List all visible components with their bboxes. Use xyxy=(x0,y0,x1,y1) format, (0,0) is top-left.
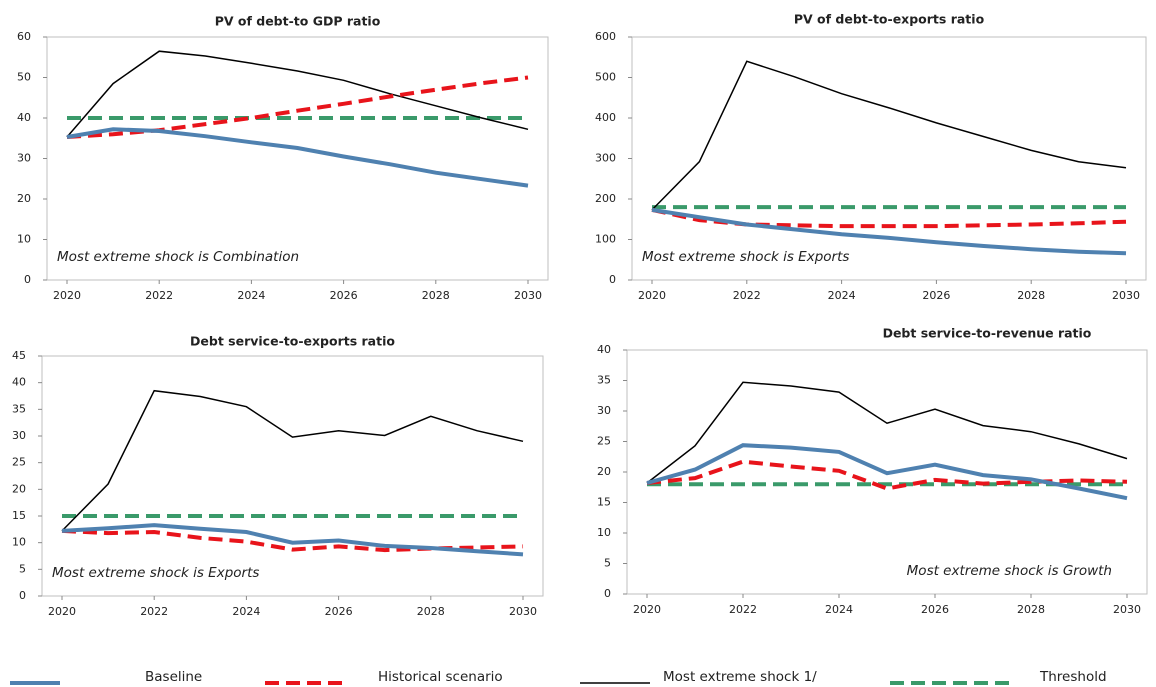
y-tick-label: 15 xyxy=(12,509,26,522)
legend-label: Threshold xyxy=(1039,669,1107,685)
chart-title: Debt service-to-exports ratio xyxy=(190,334,395,349)
y-tick-label: 40 xyxy=(17,111,31,124)
y-tick-label: 30 xyxy=(12,429,26,442)
y-tick-label: 30 xyxy=(17,152,31,165)
annotation: Most extreme shock is Growth xyxy=(907,563,1112,579)
y-tick-label: 25 xyxy=(12,456,26,469)
x-tick-label: 2020 xyxy=(53,289,81,302)
y-tick-label: 30 xyxy=(597,404,611,417)
y-tick-label: 15 xyxy=(597,496,611,509)
x-tick-label: 2022 xyxy=(145,289,173,302)
y-tick-label: 400 xyxy=(595,111,616,124)
y-tick-label: 20 xyxy=(17,192,31,205)
y-tick-label: 25 xyxy=(597,435,611,448)
plot-area xyxy=(631,36,1147,281)
y-tick-label: 5 xyxy=(19,562,26,575)
x-tick-label: 2028 xyxy=(417,605,445,618)
x-tick-label: 2030 xyxy=(509,605,537,618)
x-tick-label: 2020 xyxy=(48,605,76,618)
annotation: Most extreme shock is Combination xyxy=(57,249,299,265)
x-tick-label: 2024 xyxy=(237,289,265,302)
y-tick-label: 50 xyxy=(17,71,31,84)
y-tick-label: 35 xyxy=(12,402,26,415)
chart-title: Debt service-to-revenue ratio xyxy=(883,326,1092,341)
plot-area xyxy=(41,355,544,597)
y-tick-label: 40 xyxy=(597,343,611,356)
chart-title: PV of debt-to GDP ratio xyxy=(215,14,381,29)
x-tick-label: 2026 xyxy=(325,605,353,618)
series-line xyxy=(66,75,529,139)
y-tick-label: 10 xyxy=(12,536,26,549)
plot-area xyxy=(46,36,549,281)
series-line xyxy=(646,381,1128,484)
x-tick-label: 2022 xyxy=(733,289,761,302)
legend-label: Baseline xyxy=(145,669,202,685)
x-tick-label: 2022 xyxy=(729,603,757,616)
legend-label: Historical scenario xyxy=(378,669,503,685)
series-line xyxy=(66,127,529,188)
x-tick-label: 2026 xyxy=(921,603,949,616)
y-tick-label: 600 xyxy=(595,30,616,43)
y-tick-label: 20 xyxy=(597,465,611,478)
x-tick-label: 2030 xyxy=(1113,603,1141,616)
x-tick-label: 2026 xyxy=(330,289,358,302)
x-tick-label: 2024 xyxy=(825,603,853,616)
x-tick-label: 2030 xyxy=(1112,289,1140,302)
chart-title: PV of debt-to-exports ratio xyxy=(794,12,985,27)
x-tick-label: 2028 xyxy=(1017,289,1045,302)
x-tick-label: 2028 xyxy=(422,289,450,302)
annotation: Most extreme shock is Exports xyxy=(52,565,259,581)
y-tick-label: 0 xyxy=(609,273,616,286)
series-line xyxy=(651,60,1127,211)
y-tick-label: 40 xyxy=(12,376,26,389)
x-tick-label: 2024 xyxy=(828,289,856,302)
y-tick-label: 10 xyxy=(17,233,31,246)
x-tick-label: 2024 xyxy=(232,605,260,618)
y-tick-label: 200 xyxy=(595,192,616,205)
legend-label: Most extreme shock 1/ xyxy=(663,669,817,685)
y-tick-label: 20 xyxy=(12,482,26,495)
annotation: Most extreme shock is Exports xyxy=(642,249,849,265)
series-line xyxy=(651,207,1127,256)
x-tick-label: 2022 xyxy=(140,605,168,618)
x-tick-label: 2030 xyxy=(514,289,542,302)
y-tick-label: 300 xyxy=(595,152,616,165)
x-tick-label: 2026 xyxy=(922,289,950,302)
series-line xyxy=(61,523,524,557)
y-tick-label: 0 xyxy=(19,589,26,602)
x-tick-label: 2020 xyxy=(633,603,661,616)
y-tick-label: 45 xyxy=(12,349,26,362)
y-tick-label: 0 xyxy=(604,587,611,600)
x-tick-label: 2020 xyxy=(638,289,666,302)
series-line xyxy=(61,389,524,532)
series-line xyxy=(61,528,524,553)
y-tick-label: 5 xyxy=(604,557,611,570)
y-tick-label: 500 xyxy=(595,71,616,84)
series-line xyxy=(66,50,529,138)
x-tick-label: 2028 xyxy=(1017,603,1045,616)
series-line xyxy=(651,207,1127,229)
y-tick-label: 0 xyxy=(24,273,31,286)
series-line xyxy=(646,443,1128,501)
y-tick-label: 35 xyxy=(597,374,611,387)
y-tick-label: 60 xyxy=(17,30,31,43)
y-tick-label: 100 xyxy=(595,233,616,246)
y-tick-label: 10 xyxy=(597,526,611,539)
